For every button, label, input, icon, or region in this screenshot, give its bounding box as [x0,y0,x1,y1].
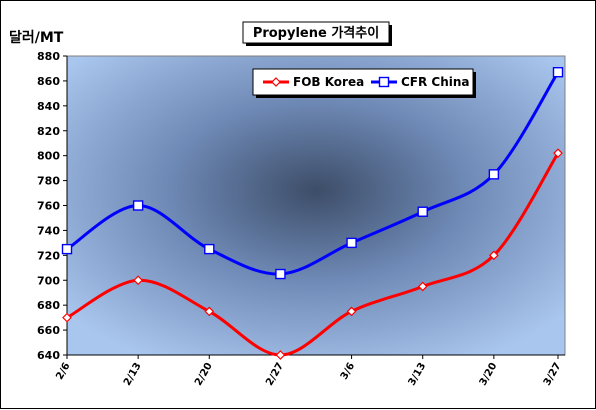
x-tick-label: 3/6 [339,361,357,382]
data-point-fob-korea [62,312,72,323]
x-tick-label: 3/27 [542,361,564,388]
data-point-cfr-china [552,66,564,78]
y-tick-label: 840 [37,100,60,113]
y-tick-label: 880 [37,50,60,63]
y-tick-label: 780 [37,175,60,188]
y-tick-label: 660 [37,324,60,337]
y-tick-label: 640 [37,349,60,362]
series-layer [61,66,564,360]
data-point-fob-korea [133,275,143,286]
data-point-fob-korea [417,281,428,292]
y-axis: 640 660 680 700 720 740 760 780 800 820 840 860 880 [37,50,68,362]
legend-label-fob-korea: FOB Korea [293,75,364,89]
data-point-cfr-china [204,243,215,255]
data-point-fob-korea [275,350,286,360]
y-tick-label: 700 [37,274,60,287]
x-tick-label: 2/6 [54,361,72,382]
legend-marker-fob-korea [271,77,281,87]
data-point-cfr-china [488,169,500,180]
plot-area [66,55,566,356]
data-point-fob-korea [204,306,215,317]
y-tick-label: 820 [37,125,60,138]
data-point-fob-korea [346,306,357,317]
legend: FOB Korea CFR China [252,68,476,98]
legend-marker-cfr-china [378,76,390,88]
x-tick-label: 3/13 [407,361,429,388]
x-tick-label: 2/27 [264,361,286,388]
y-axis-label: 달러/MT [9,30,64,46]
x-axis: 2/6 2/13 2/20 2/27 3/6 3/13 3/20 3/27 [54,354,565,388]
data-point-fob-korea [553,148,563,159]
y-tick-label: 720 [37,249,60,262]
data-point-fob-korea [489,250,499,261]
y-tick-label: 740 [37,224,60,237]
chart-title: Propylene 가격추이 [253,25,379,41]
data-point-cfr-china [346,237,357,249]
data-point-cfr-china [275,268,286,280]
legend-label-cfr-china: CFR China [401,75,470,89]
x-tick-label: 2/13 [122,361,144,388]
data-point-cfr-china [61,243,73,255]
y-tick-label: 860 [37,75,60,88]
x-tick-label: 3/20 [478,361,500,388]
y-tick-label: 680 [37,299,60,312]
y-tick-label: 760 [37,200,60,213]
x-tick-label: 2/20 [193,361,215,388]
data-point-cfr-china [417,206,428,217]
chart-title-box: Propylene 가격추이 [242,21,392,46]
data-point-cfr-china [132,200,144,211]
y-tick-label: 800 [37,150,60,163]
